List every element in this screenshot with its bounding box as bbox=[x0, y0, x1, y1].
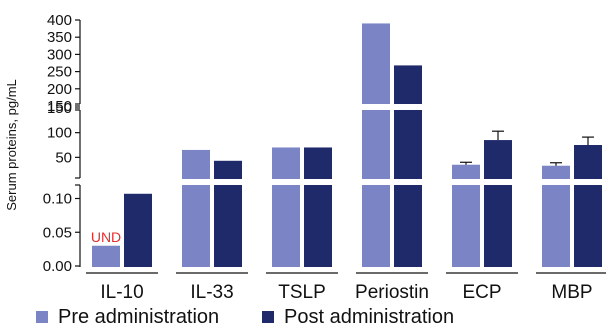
axis-break-gap bbox=[82, 104, 606, 110]
bar-post-il-33 bbox=[214, 160, 242, 267]
und-annotation: UND bbox=[91, 229, 121, 245]
bar-post-ecp bbox=[484, 140, 512, 267]
legend-item-pre: Pre administration bbox=[36, 304, 219, 330]
y-tick-label: 100 bbox=[47, 125, 72, 142]
y-axis-label: Serum proteins, pg/mL bbox=[4, 79, 19, 211]
x-tick-label: Periostin bbox=[355, 282, 429, 303]
axis-break-gap bbox=[82, 179, 606, 185]
legend-swatch-post bbox=[262, 311, 274, 323]
bar-post-tslp bbox=[304, 147, 332, 267]
x-tick-label: MBP bbox=[551, 282, 592, 303]
bar-post-periostin bbox=[394, 65, 422, 268]
legend-item-post: Post administration bbox=[262, 304, 454, 330]
legend-swatch-pre bbox=[36, 311, 48, 323]
y-tick-label: 0.10 bbox=[43, 191, 72, 208]
legend-label-pre: Pre administration bbox=[58, 305, 220, 328]
y-tick-label: 400 bbox=[47, 12, 72, 29]
bar-post-mbp bbox=[574, 145, 602, 267]
bar-pre-periostin bbox=[362, 23, 390, 267]
y-tick-label: 150 bbox=[47, 100, 72, 117]
bar-post-il-10 bbox=[124, 193, 152, 267]
y-tick-label: 0.05 bbox=[43, 224, 72, 241]
y-tick-label: 350 bbox=[47, 29, 72, 46]
y-tick-label: 150 bbox=[47, 98, 72, 115]
bar-pre-il-33 bbox=[182, 149, 210, 267]
x-tick-label: ECP bbox=[462, 282, 501, 303]
y-tick-label: 250 bbox=[47, 64, 72, 81]
x-tick-label: IL-33 bbox=[190, 282, 233, 303]
x-tick-label: TSLP bbox=[278, 282, 326, 303]
legend-label-post: Post administration bbox=[284, 305, 455, 328]
y-tick-label: 300 bbox=[47, 46, 72, 63]
y-tick-label: 0.00 bbox=[43, 258, 72, 275]
y-tick-label: 50 bbox=[55, 149, 72, 166]
bar-pre-il-10 bbox=[92, 245, 120, 267]
bar-pre-tslp bbox=[272, 147, 300, 267]
x-tick-label: IL-10 bbox=[100, 282, 143, 303]
y-tick-label: 200 bbox=[47, 81, 72, 98]
